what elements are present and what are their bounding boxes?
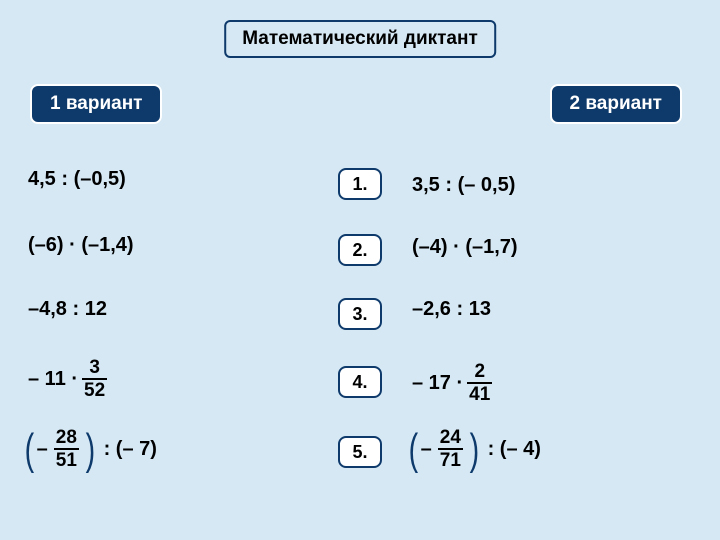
right-q5-minus: – [421, 438, 432, 461]
variant-2-label: 2 вариант [570, 93, 662, 114]
left-q3: –4,8 : 12 [28, 298, 107, 321]
left-q2: (–6) · (–1,4) [28, 234, 134, 257]
right-q5-paren-group: ( – 24 71 ) [406, 428, 482, 470]
right-q5: ( – 24 71 ) : (– 4) [406, 428, 541, 470]
question-number-4: 4. [338, 366, 382, 398]
left-paren-open-icon: ( [25, 433, 35, 466]
left-paren-close-icon: ) [85, 433, 95, 466]
right-q5-fraction: 24 71 [438, 428, 463, 470]
right-q4-prefix: – 17 · [412, 372, 463, 395]
left-q5-paren-group: ( – 28 51 ) [22, 428, 98, 470]
question-number-1: 1. [338, 168, 382, 200]
left-q5-fraction: 28 51 [54, 428, 79, 470]
right-q2: (–4) · (–1,7) [412, 236, 518, 259]
left-q5-suffix: : (– 7) [104, 438, 157, 461]
right-q4-fraction: 2 41 [467, 362, 492, 404]
left-q4-prefix: – 11 · [28, 368, 78, 391]
right-q5-suffix: : (– 4) [488, 438, 541, 461]
right-q1: 3,5 : (– 0,5) [412, 174, 515, 197]
right-q4: – 17 · 2 41 [412, 362, 496, 404]
question-number-3: 3. [338, 298, 382, 330]
left-q5-minus: – [37, 438, 48, 461]
title-box: Математический диктант [224, 20, 496, 58]
title-text: Математический диктант [242, 28, 478, 49]
right-paren-open-icon: ( [409, 433, 419, 466]
left-q1: 4,5 : (–0,5) [28, 168, 126, 191]
left-q4: – 11 · 3 52 [28, 358, 111, 400]
right-q3: –2,6 : 13 [412, 298, 491, 321]
question-number-2: 2. [338, 234, 382, 266]
right-paren-close-icon: ) [469, 433, 479, 466]
variant-1-label: 1 вариант [50, 93, 142, 114]
variant-1-badge: 1 вариант [30, 84, 162, 124]
question-number-5: 5. [338, 436, 382, 468]
variant-2-badge: 2 вариант [550, 84, 682, 124]
left-q4-fraction: 3 52 [82, 358, 107, 400]
left-q5: ( – 28 51 ) : (– 7) [22, 428, 157, 470]
